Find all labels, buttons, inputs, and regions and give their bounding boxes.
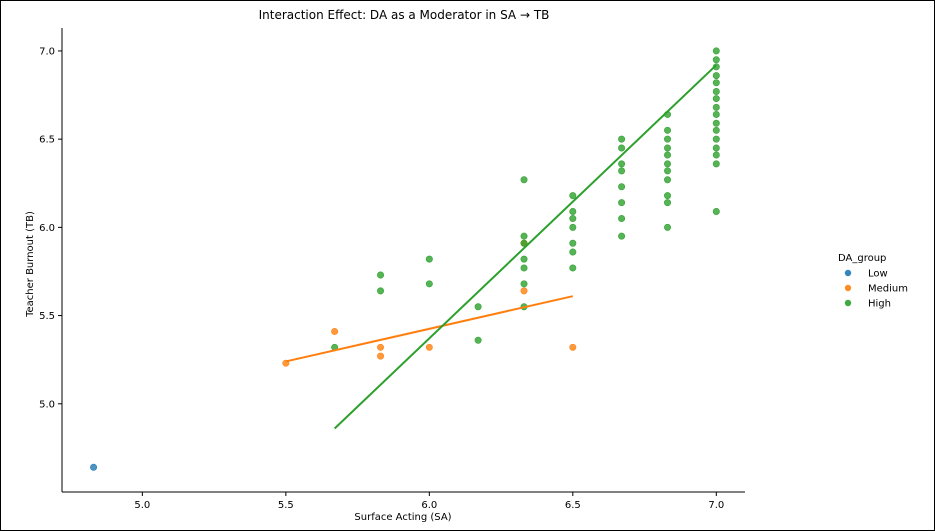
- point-high: [569, 223, 577, 231]
- legend-marker-low: [844, 269, 852, 277]
- legend: DA_group Low Medium High: [838, 253, 908, 310]
- point-high: [664, 176, 672, 184]
- point-high: [712, 103, 720, 111]
- legend-label-high: High: [868, 299, 891, 310]
- y-tick-label: 6.0: [39, 223, 55, 234]
- point-high: [664, 192, 672, 200]
- fit-line-medium: [285, 295, 574, 363]
- point-high: [712, 160, 720, 168]
- point-high: [618, 135, 626, 143]
- legend-label-medium: Medium: [868, 284, 908, 295]
- point-high: [712, 72, 720, 80]
- point-high: [664, 199, 672, 207]
- fit-line-high: [333, 64, 717, 430]
- point-high: [712, 79, 720, 87]
- point-medium: [377, 343, 385, 351]
- point-high: [664, 160, 672, 168]
- point-high: [618, 215, 626, 223]
- point-high: [474, 303, 482, 311]
- point-high: [664, 151, 672, 159]
- point-medium: [425, 343, 433, 351]
- point-high: [520, 239, 528, 247]
- y-axis-title: Teacher Burnout (TB): [25, 211, 36, 318]
- point-high: [664, 223, 672, 231]
- point-high: [712, 119, 720, 127]
- legend-marker-medium: [844, 284, 852, 292]
- x-axis-title: Surface Acting (SA): [354, 512, 451, 523]
- point-high: [425, 280, 433, 288]
- legend-label-low: Low: [868, 269, 888, 280]
- point-low: [90, 463, 98, 471]
- point-high: [664, 144, 672, 152]
- x-tick-label: 5.0: [134, 500, 150, 511]
- x-tick-label: 7.0: [708, 500, 724, 511]
- point-high: [712, 135, 720, 143]
- point-high: [520, 232, 528, 240]
- point-high: [618, 160, 626, 168]
- point-high: [377, 271, 385, 279]
- x-tick-label: 6.5: [565, 500, 581, 511]
- point-high: [664, 126, 672, 134]
- point-high: [618, 199, 626, 207]
- x-tick-label: 5.5: [278, 500, 294, 511]
- plot-area: 5.0 5.5 6.0 6.5 7.0 5.0 5.5 6.0 6.5 7.0: [39, 28, 745, 511]
- point-medium: [377, 352, 385, 360]
- point-high: [712, 47, 720, 55]
- legend-title: DA_group: [838, 253, 886, 264]
- y-tick-label: 5.0: [39, 399, 55, 410]
- point-high: [520, 176, 528, 184]
- point-medium: [331, 327, 339, 335]
- legend-marker-high: [844, 299, 852, 307]
- y-tick-label: 6.5: [39, 135, 55, 146]
- point-high: [569, 248, 577, 256]
- point-high: [474, 336, 482, 344]
- x-tick-label: 6.0: [421, 500, 437, 511]
- point-high: [520, 280, 528, 288]
- point-high: [618, 183, 626, 191]
- point-high: [569, 239, 577, 247]
- point-medium: [569, 343, 577, 351]
- point-high: [618, 232, 626, 240]
- point-high: [618, 144, 626, 152]
- point-high: [569, 264, 577, 272]
- point-high: [712, 144, 720, 152]
- point-high: [712, 110, 720, 118]
- point-high: [520, 255, 528, 263]
- point-high: [664, 135, 672, 143]
- point-high: [520, 264, 528, 272]
- point-high: [712, 151, 720, 159]
- point-high: [712, 207, 720, 215]
- point-high: [712, 56, 720, 64]
- point-high: [712, 126, 720, 134]
- point-high: [569, 207, 577, 215]
- point-high: [712, 88, 720, 96]
- chart-title: Interaction Effect: DA as a Moderator in…: [259, 8, 550, 22]
- point-high: [664, 167, 672, 175]
- point-high: [569, 215, 577, 223]
- point-high: [569, 192, 577, 200]
- point-high: [712, 95, 720, 103]
- y-tick-label: 7.0: [39, 46, 55, 57]
- y-tick-label: 5.5: [39, 311, 55, 322]
- point-high: [377, 287, 385, 295]
- point-medium: [520, 287, 528, 295]
- point-high: [425, 255, 433, 263]
- point-high: [618, 167, 626, 175]
